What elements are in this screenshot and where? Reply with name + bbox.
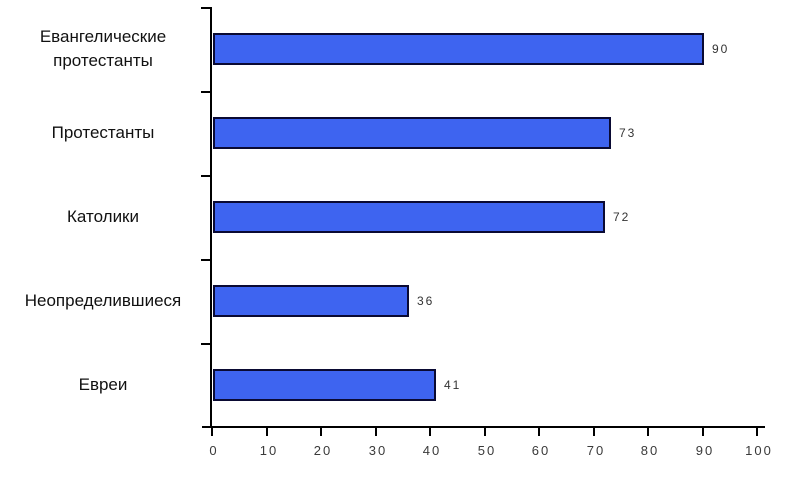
x-axis-line: [202, 426, 765, 428]
x-tick-label: 90: [695, 443, 715, 458]
value-label: 73: [619, 126, 637, 140]
x-tick: [484, 428, 486, 436]
x-tick: [320, 428, 322, 436]
bar: [213, 117, 611, 149]
y-tick: [201, 7, 210, 9]
y-tick: [201, 343, 210, 345]
x-tick: [429, 428, 431, 436]
bar: [213, 33, 704, 65]
y-tick: [201, 175, 210, 177]
x-tick-label: 80: [640, 443, 660, 458]
category-label: Неопределившиеся: [24, 291, 182, 310]
bar: [213, 369, 436, 401]
x-tick: [647, 428, 649, 436]
x-tick-label: 70: [586, 443, 606, 458]
x-tick: [375, 428, 377, 436]
x-tick-label: 100: [745, 443, 773, 458]
x-tick: [538, 428, 540, 436]
x-tick-label: 20: [313, 443, 333, 458]
y-tick: [201, 91, 210, 93]
value-label: 90: [712, 42, 730, 56]
x-tick-label: 0: [209, 443, 219, 458]
bar: [213, 285, 409, 317]
y-axis-line: [210, 7, 212, 428]
category-label: Католики: [66, 207, 139, 226]
category-label: Евангелические протестанты: [39, 27, 167, 70]
x-tick: [756, 428, 758, 436]
x-tick-label: 10: [259, 443, 279, 458]
x-tick: [211, 428, 213, 436]
value-label: 72: [613, 210, 631, 224]
x-tick-label: 50: [477, 443, 497, 458]
category-label: Евреи: [78, 375, 128, 394]
x-tick: [702, 428, 704, 436]
x-tick: [266, 428, 268, 436]
value-label: 36: [417, 294, 435, 308]
x-tick: [593, 428, 595, 436]
category-label: Протестанты: [51, 123, 155, 142]
x-tick-label: 60: [531, 443, 551, 458]
value-label: 41: [444, 378, 462, 392]
y-tick: [201, 259, 210, 261]
x-tick-label: 30: [368, 443, 388, 458]
bar: [213, 201, 605, 233]
x-tick-label: 40: [422, 443, 442, 458]
